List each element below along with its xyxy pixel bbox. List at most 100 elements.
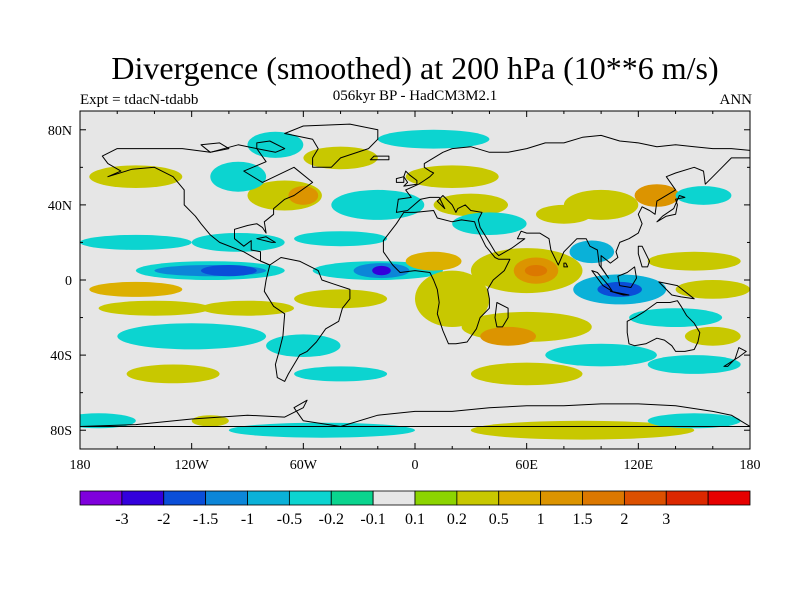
colorbar-swatch bbox=[288, 490, 332, 506]
field-region bbox=[201, 300, 294, 316]
field-region bbox=[524, 265, 548, 277]
field-region bbox=[80, 234, 192, 250]
coastlines bbox=[80, 123, 750, 427]
lon-tick-label: 120E bbox=[624, 458, 654, 473]
colorbar-swatch bbox=[79, 490, 123, 506]
lon-tick-label: 180 bbox=[70, 458, 91, 473]
field-region bbox=[545, 343, 657, 367]
field-region bbox=[647, 355, 741, 374]
field-region bbox=[294, 231, 388, 247]
divergence-field bbox=[80, 129, 750, 440]
colorbar-label: 1 bbox=[537, 511, 545, 528]
field-region bbox=[675, 186, 732, 205]
coastline bbox=[256, 140, 286, 153]
axis-ticks bbox=[79, 111, 751, 449]
coastline bbox=[609, 290, 630, 296]
coastline bbox=[369, 155, 390, 161]
field-region bbox=[470, 362, 583, 386]
colorbar-label: -3 bbox=[115, 511, 128, 528]
colorbar-label: 1.5 bbox=[573, 511, 593, 528]
colorbar-swatch bbox=[163, 490, 207, 506]
coastline bbox=[395, 176, 405, 183]
colorbar-label: -0.2 bbox=[319, 511, 344, 528]
colorbar-swatch bbox=[121, 490, 165, 506]
field-region bbox=[405, 251, 462, 271]
colorbar-label: 0.1 bbox=[405, 511, 425, 528]
field-region bbox=[647, 413, 741, 429]
field-region bbox=[629, 308, 723, 327]
field-region bbox=[247, 131, 304, 158]
lat-tick-label: 40N bbox=[48, 199, 72, 214]
coastline bbox=[658, 281, 695, 300]
coastline bbox=[563, 262, 569, 268]
field-region bbox=[266, 334, 341, 358]
field-region bbox=[675, 280, 750, 299]
field-region bbox=[210, 161, 267, 192]
colorbar-swatch bbox=[456, 490, 500, 506]
field-region bbox=[201, 265, 257, 277]
field-region bbox=[228, 422, 415, 438]
field-region bbox=[294, 366, 388, 382]
coastline bbox=[494, 302, 509, 328]
coastline bbox=[626, 300, 701, 352]
colorbar-label: -1 bbox=[241, 511, 254, 528]
field-region bbox=[452, 212, 527, 235]
coastline bbox=[403, 170, 418, 187]
field-region bbox=[377, 129, 490, 149]
coastline bbox=[382, 210, 511, 345]
colorbar-label: -0.1 bbox=[360, 511, 385, 528]
chart-subtitle: 056kyr BP - HadCM3M2.1 bbox=[332, 88, 498, 104]
coastline bbox=[263, 257, 351, 382]
colorbar-label: -0.5 bbox=[277, 511, 302, 528]
field-region bbox=[89, 165, 183, 188]
coastline bbox=[395, 134, 750, 279]
field-region bbox=[288, 186, 319, 205]
colorbar-label: -2 bbox=[157, 511, 170, 528]
lat-tick-label: 0 bbox=[65, 274, 72, 289]
lon-tick-label: 60W bbox=[290, 458, 318, 473]
coastline bbox=[284, 123, 379, 168]
colorbar-label: -1.5 bbox=[193, 511, 218, 528]
coastline bbox=[80, 399, 750, 427]
colorbar-swatch bbox=[205, 490, 248, 506]
field-region bbox=[634, 184, 680, 207]
colorbar-swatch bbox=[582, 490, 625, 506]
coastline bbox=[656, 195, 686, 223]
field-region bbox=[433, 193, 508, 217]
lat-tick-label: 80N bbox=[48, 124, 72, 139]
field-region bbox=[98, 300, 211, 316]
field-region bbox=[647, 251, 741, 271]
colorbar-swatch bbox=[540, 490, 583, 506]
lat-tick-label: 80S bbox=[50, 424, 72, 439]
lon-tick-label: 60E bbox=[515, 458, 538, 473]
lon-tick-label: 120W bbox=[175, 458, 210, 473]
colorbar-swatch bbox=[372, 490, 416, 506]
colorbar-swatch bbox=[498, 490, 542, 506]
colorbar: -3 -2 -1.5 -1 -0.5 -0.2 -0.1 0.1 0.2 0.5 1 1.5 2 3 bbox=[79, 490, 751, 528]
coastline bbox=[256, 236, 276, 243]
colorbar-swatch bbox=[623, 490, 667, 506]
field-region bbox=[415, 270, 490, 327]
coastline bbox=[617, 266, 637, 288]
lon-tick-label: 180 bbox=[740, 458, 761, 473]
coastline bbox=[591, 270, 613, 292]
experiment-label: Expt = tdacN-tdabb bbox=[80, 92, 199, 108]
colorbar-label: 3 bbox=[662, 511, 670, 528]
colorbar-swatch bbox=[330, 490, 374, 506]
chart-title: Divergence (smoothed) at 200 hPa (10**6 … bbox=[111, 50, 719, 86]
colorbar-label: 0.5 bbox=[489, 511, 509, 528]
coastline bbox=[637, 245, 650, 268]
coastline bbox=[723, 347, 747, 367]
field-region bbox=[684, 326, 741, 346]
field-region bbox=[405, 165, 499, 188]
lat-tick-label: 40S bbox=[50, 349, 72, 364]
colorbar-label: 2 bbox=[620, 511, 628, 528]
field-region bbox=[331, 189, 425, 220]
colorbar-swatch bbox=[247, 490, 290, 506]
field-region bbox=[126, 364, 220, 384]
field-region bbox=[80, 413, 136, 429]
field-region bbox=[89, 281, 183, 297]
colorbar-label: 0.2 bbox=[447, 511, 467, 528]
coastline bbox=[101, 144, 314, 266]
